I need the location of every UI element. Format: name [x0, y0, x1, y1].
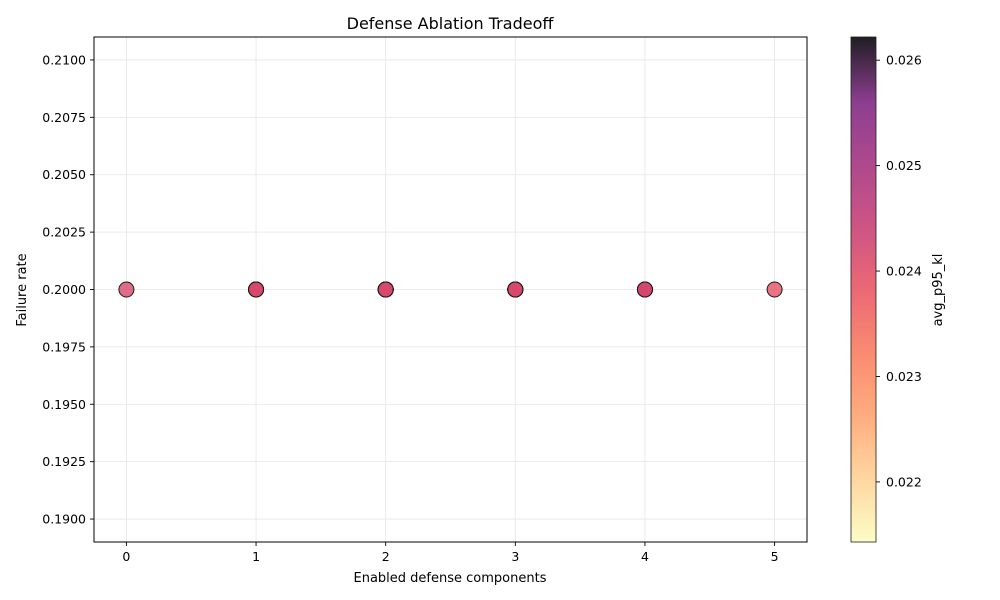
colorbar-ticks: 0.022 0.023 0.024 0.025 0.026 — [876, 53, 922, 489]
x-axis-label: Enabled defense components — [354, 571, 547, 586]
grid-layer — [94, 37, 807, 542]
y-tick-label: 0.1900 — [42, 512, 86, 527]
x-tick-label: 0 — [122, 549, 130, 564]
colorbar-label: avg_p95_kl — [931, 254, 946, 327]
colorbar-tick-label: 0.023 — [886, 369, 922, 384]
scatter-point — [248, 281, 265, 298]
points-layer — [118, 281, 783, 298]
scatter-point — [118, 281, 135, 298]
y-axis: 0.1900 0.1925 0.1950 0.1975 0.2000 0.2025 0.20… — [42, 52, 94, 527]
colorbar-tick-label: 0.025 — [886, 158, 922, 173]
chart-title: Defense Ablation Tradeoff — [347, 14, 555, 33]
y-tick-label: 0.2025 — [42, 225, 86, 240]
scatter-point — [507, 281, 524, 298]
x-tick-label: 4 — [641, 549, 649, 564]
colorbar-tick-label: 0.026 — [886, 53, 922, 68]
x-tick-label: 2 — [382, 549, 390, 564]
y-tick-label: 0.1975 — [42, 339, 86, 354]
colorbar-tick-label: 0.022 — [886, 474, 922, 489]
y-tick-label: 0.2100 — [42, 52, 86, 67]
y-tick-label: 0.1925 — [42, 454, 86, 469]
x-tick-label: 5 — [771, 549, 779, 564]
x-axis: 0 1 2 3 4 5 — [122, 542, 779, 564]
scatter-point — [766, 281, 783, 298]
y-tick-label: 0.2075 — [42, 110, 86, 125]
scatter-point — [377, 281, 394, 298]
x-tick-label: 1 — [252, 549, 260, 564]
colorbar — [850, 36, 877, 543]
x-tick-label: 3 — [511, 549, 519, 564]
colorbar-tick-label: 0.024 — [886, 264, 922, 279]
y-axis-label: Failure rate — [15, 253, 30, 326]
y-tick-label: 0.2050 — [42, 167, 86, 182]
scatter-point — [636, 281, 653, 298]
y-tick-label: 0.1950 — [42, 397, 86, 412]
y-tick-label: 0.2000 — [42, 282, 86, 297]
